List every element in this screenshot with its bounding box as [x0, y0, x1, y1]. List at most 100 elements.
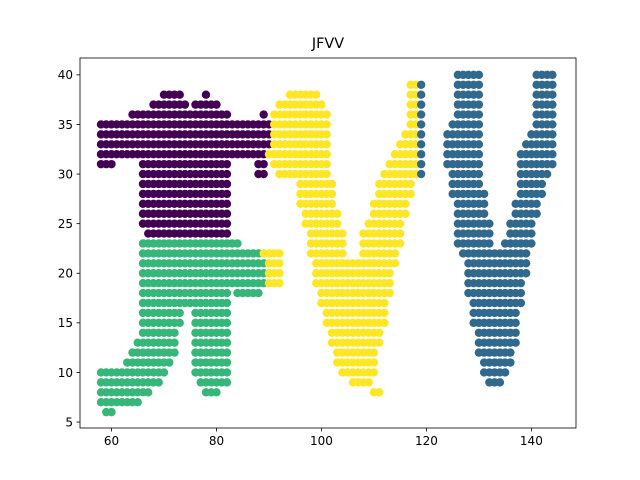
data-point-v-right: [548, 130, 557, 139]
data-point-v-right: [474, 169, 484, 179]
plot-frame: [79, 57, 577, 429]
data-point-j-bottom: [165, 358, 174, 367]
data-point-j-top: [212, 100, 221, 109]
data-point-v-right: [511, 328, 520, 337]
data-point-v-left: [369, 358, 379, 367]
data-point-v-left: [327, 189, 337, 199]
data-point-j-bottom: [144, 388, 153, 397]
data-point-v-right: [474, 100, 484, 109]
x-tick-label: 60: [104, 434, 119, 448]
data-point-v-left: [390, 249, 400, 258]
data-point-v-right: [548, 70, 557, 80]
data-point-v-right: [479, 209, 489, 218]
data-point-v-left: [380, 308, 389, 318]
data-point-j-top: [180, 100, 190, 109]
data-point-v-right: [474, 179, 484, 189]
data-point-v-right: [516, 288, 526, 298]
data-point-j-bottom: [212, 388, 221, 397]
data-point-v-right: [416, 140, 426, 149]
data-point-v-right: [479, 189, 489, 199]
data-point-v-left: [311, 90, 321, 99]
y-tick-label: 5: [65, 415, 73, 429]
data-point-v-left: [275, 249, 284, 258]
data-point-v-right: [548, 140, 557, 149]
data-point-j-top: [222, 189, 232, 199]
data-point-v-left: [374, 388, 384, 397]
data-point-j-bottom: [233, 239, 242, 248]
data-point-j-top: [222, 179, 232, 189]
data-point-j-bottom: [222, 338, 232, 347]
data-point-v-right: [474, 70, 484, 80]
data-point-v-right: [479, 199, 489, 209]
data-point-v-left: [406, 179, 415, 189]
data-point-v-right: [511, 318, 520, 328]
data-point-j-bottom: [133, 398, 142, 407]
data-point-v-left: [338, 229, 347, 238]
data-point-v-left: [364, 378, 373, 387]
data-point-v-left: [401, 199, 410, 209]
data-point-v-right: [474, 150, 484, 159]
data-point-j-bottom: [222, 328, 232, 337]
data-point-v-left: [395, 239, 405, 248]
data-point-v-left: [380, 298, 389, 308]
data-point-v-right: [506, 348, 515, 357]
data-point-v-left: [275, 278, 284, 288]
y-tick-label: 30: [58, 167, 73, 181]
data-point-v-right: [527, 239, 536, 248]
data-point-v-right: [485, 219, 494, 228]
data-point-j-bottom: [222, 308, 232, 318]
data-point-v-left: [401, 209, 410, 218]
data-point-v-right: [521, 259, 531, 268]
data-point-v-right: [485, 239, 494, 248]
data-point-j-top: [222, 110, 232, 119]
data-point-v-left: [322, 130, 331, 139]
data-point-v-left: [385, 278, 394, 288]
y-tick-label: 20: [58, 267, 73, 281]
y-tick-label: 15: [58, 316, 73, 330]
data-point-v-right: [416, 120, 426, 129]
data-point-j-bottom: [159, 368, 169, 377]
data-point-v-right: [416, 159, 426, 169]
data-point-v-right: [537, 189, 547, 199]
data-point-v-right: [521, 249, 531, 258]
data-point-v-left: [380, 318, 389, 328]
data-point-j-top: [222, 169, 232, 179]
data-point-j-bottom: [222, 358, 232, 367]
data-point-j-bottom: [107, 407, 116, 417]
data-point-v-left: [369, 348, 379, 357]
data-point-v-right: [532, 209, 541, 218]
data-point-j-top: [222, 199, 232, 209]
data-point-j-bottom: [170, 348, 179, 357]
data-point-v-left: [406, 189, 415, 199]
data-point-v-left: [338, 249, 347, 258]
data-points: [96, 70, 557, 417]
data-point-v-right: [500, 368, 510, 377]
data-point-j-bottom: [154, 378, 163, 387]
data-point-v-left: [338, 239, 347, 248]
data-point-v-left: [395, 219, 405, 228]
data-point-v-right: [474, 80, 484, 89]
data-point-j-bottom: [254, 288, 263, 298]
data-point-v-right: [548, 80, 557, 89]
data-point-v-right: [495, 378, 505, 387]
data-point-v-left: [322, 120, 331, 129]
data-point-v-left: [327, 199, 337, 209]
data-point-v-left: [369, 368, 379, 377]
data-point-j-bottom: [222, 288, 232, 298]
data-point-v-left: [322, 169, 331, 179]
data-point-v-left: [322, 150, 331, 159]
data-point-j-top: [175, 90, 184, 99]
data-point-v-right: [416, 110, 426, 119]
data-point-j-top: [222, 209, 232, 218]
data-point-v-right: [416, 80, 426, 89]
data-point-v-left: [332, 219, 342, 228]
data-point-v-left: [322, 110, 331, 119]
data-point-v-left: [385, 288, 394, 298]
data-point-v-right: [485, 229, 494, 238]
data-point-v-left: [275, 269, 284, 278]
y-tick-label: 35: [58, 118, 73, 132]
data-point-j-bottom: [170, 338, 179, 347]
data-point-j-bottom: [222, 298, 232, 308]
data-point-v-left: [390, 259, 400, 268]
data-point-j-top: [201, 90, 211, 99]
